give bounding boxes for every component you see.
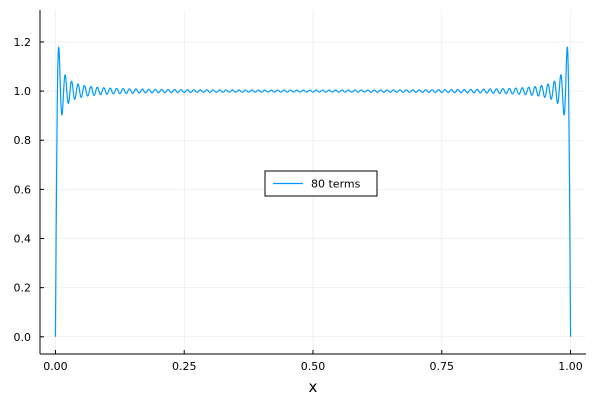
x-tick-label: 0.25: [172, 360, 197, 373]
y-tick-label: 1.2: [14, 36, 32, 49]
x-tick-label: 1.00: [558, 360, 583, 373]
y-tick-label: 0.4: [14, 233, 32, 246]
legend-label: 80 terms: [311, 178, 361, 191]
x-axis-label: x: [309, 378, 318, 396]
y-tick-label: 0.2: [14, 282, 32, 295]
series-line: [54, 46, 572, 337]
legend: 80 terms: [264, 170, 378, 197]
x-tick-label: 0.50: [301, 360, 326, 373]
y-tick-label: 0.8: [14, 134, 32, 147]
x-tick-label: 0.75: [430, 360, 455, 373]
x-tick-label: 0.00: [43, 360, 68, 373]
y-tick-label: 1.0: [14, 85, 32, 98]
y-tick-label: 0.6: [14, 183, 32, 196]
ticks: 0.00 0.25 0.50 0.75 1.00 0.0 0.2 0.4 0.6 0.8 1.0 1.…: [14, 36, 583, 373]
series-layer: [54, 46, 572, 337]
y-tick-label: 0.0: [14, 331, 32, 344]
